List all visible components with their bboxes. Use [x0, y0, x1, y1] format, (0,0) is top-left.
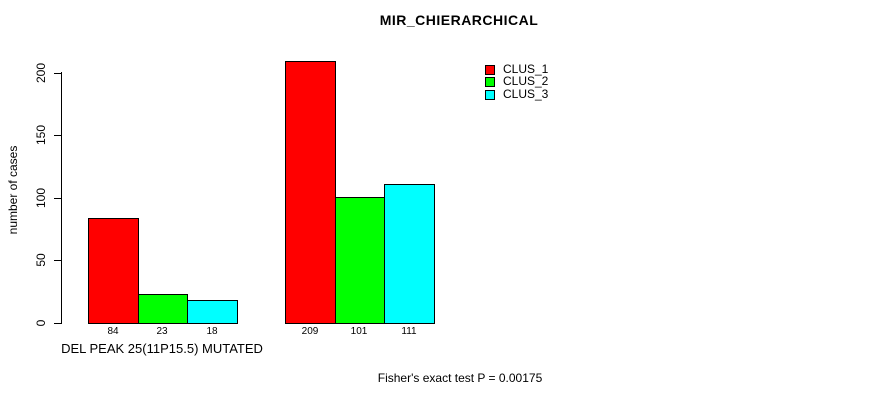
- bar-clus_2-group1: [138, 294, 188, 324]
- y-tick-mark: [54, 73, 62, 74]
- bar-value-label: 23: [156, 326, 168, 337]
- y-tick-label: 0: [34, 319, 48, 327]
- y-tick-label: 100: [34, 187, 48, 209]
- bar-clus_1-group1: [88, 218, 139, 324]
- bar-clus_2-group2: [335, 197, 385, 324]
- legend-swatch-clus_1: [485, 65, 495, 75]
- annotation-fisher-test: Fisher's exact test P = 0.00175: [377, 371, 543, 385]
- y-tick-mark: [54, 323, 62, 324]
- x-category-label: DEL PEAK 25(11P15.5) MUTATED: [61, 341, 263, 356]
- bar-clus_3-group1: [187, 300, 238, 324]
- bar-value-label: 101: [350, 326, 368, 337]
- y-axis-label: number of cases: [6, 145, 20, 235]
- bar-value-label: 209: [301, 326, 319, 337]
- bar-value-label: 18: [206, 326, 218, 337]
- y-tick-mark: [54, 260, 62, 261]
- chart-title: MIR_CHIERARCHICAL: [379, 12, 539, 28]
- y-tick-mark: [54, 135, 62, 136]
- bar-value-label: 84: [107, 326, 119, 337]
- legend-label: CLUS_2: [503, 74, 549, 88]
- legend-label: CLUS_3: [503, 87, 549, 101]
- y-tick-label: 150: [34, 124, 48, 146]
- bar-clus_3-group2: [384, 184, 435, 324]
- y-tick-mark: [54, 198, 62, 199]
- bar-value-label: 111: [401, 326, 417, 337]
- legend-swatch-clus_3: [485, 90, 495, 100]
- y-tick-label: 50: [34, 253, 48, 267]
- legend-swatch-clus_2: [485, 77, 495, 87]
- bar-clus_1-group2: [285, 61, 336, 324]
- legend-label: CLUS_1: [503, 62, 549, 76]
- y-tick-label: 200: [34, 62, 48, 84]
